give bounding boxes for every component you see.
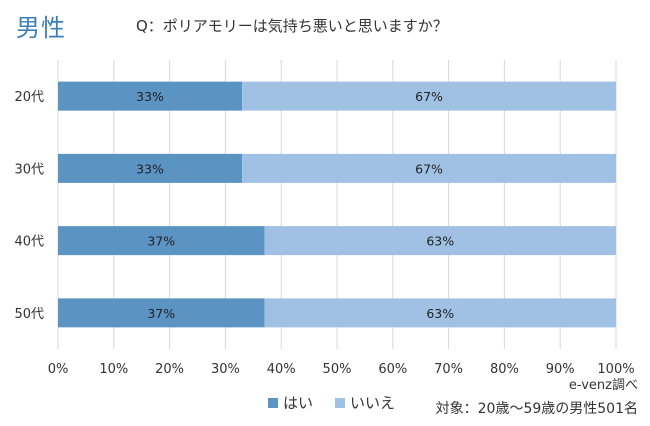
bar-segment-no <box>242 153 616 183</box>
x-tick-label: 80% <box>490 362 519 377</box>
x-tick-label: 100% <box>597 362 634 377</box>
legend: はい いいえ <box>268 392 395 413</box>
bar-segment-yes <box>58 298 265 328</box>
data-label: 37% <box>147 234 175 249</box>
data-label: 37% <box>147 306 175 321</box>
bar-segment-no <box>242 81 616 111</box>
bar-segment-no <box>264 226 616 256</box>
legend-item-yes: はい <box>268 392 313 413</box>
y-tick-label: 20代 <box>14 90 44 105</box>
x-tick-label: 10% <box>99 362 128 377</box>
legend-swatch-no <box>335 397 346 408</box>
legend-label-yes: はい <box>283 394 314 412</box>
legend-swatch-yes <box>268 397 278 408</box>
legend-item-no: いいえ <box>335 392 395 413</box>
source-note: e-venz調べ <box>568 378 638 393</box>
bar-segment-yes <box>58 81 243 111</box>
data-label: 67% <box>415 161 443 176</box>
x-tick-label: 70% <box>434 362 463 377</box>
data-label: 33% <box>136 89 164 104</box>
data-label: 63% <box>426 306 454 321</box>
data-label: 67% <box>415 89 443 104</box>
y-tick-label: 50代 <box>14 307 44 322</box>
chart-title: 男性 <box>16 14 66 42</box>
x-tick-label: 0% <box>48 362 69 377</box>
bar-segment-yes <box>58 153 243 183</box>
x-tick-label: 40% <box>267 362 296 377</box>
legend-label-no: いいえ <box>350 394 396 412</box>
survey-question: Q：ポリアモリーは気持ち悪いと思いますか？ <box>136 17 448 35</box>
x-tick-label: 20% <box>155 362 184 377</box>
x-tick-label: 60% <box>378 362 407 377</box>
x-tick-label: 30% <box>211 362 240 377</box>
bar-segment-yes <box>58 226 265 256</box>
target-note: 対象：20歳～59歳の男性501名 <box>435 401 638 417</box>
bar-segment-no <box>264 298 616 328</box>
y-tick-label: 40代 <box>14 235 44 250</box>
y-tick-label: 30代 <box>14 162 44 177</box>
data-label: 63% <box>426 234 454 249</box>
x-tick-label: 50% <box>323 362 352 377</box>
data-label: 33% <box>136 161 164 176</box>
x-tick-label: 90% <box>546 362 575 377</box>
